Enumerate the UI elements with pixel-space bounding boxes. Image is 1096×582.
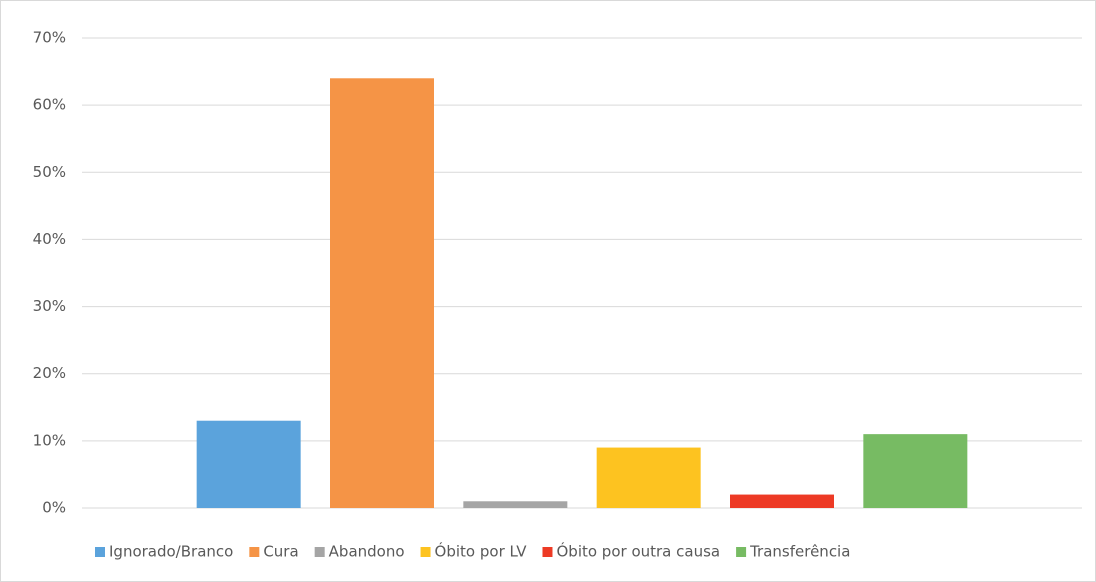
legend-label: Óbito por outra causa	[556, 542, 720, 561]
legend-swatch	[314, 547, 325, 557]
legend-label: Ignorado/Branco	[109, 543, 233, 561]
legend-label: Óbito por LV	[435, 542, 528, 561]
bar	[596, 447, 701, 508]
bar	[196, 420, 301, 508]
bar	[463, 501, 568, 508]
y-tick-label: 70%	[33, 29, 66, 47]
legend-swatch	[542, 547, 553, 557]
y-tick-label: 60%	[33, 96, 66, 114]
y-tick-label: 0%	[42, 499, 66, 517]
bar	[863, 434, 968, 508]
y-tick-label: 30%	[33, 297, 66, 315]
y-tick-label: 50%	[33, 163, 66, 181]
y-tick-label: 40%	[33, 230, 66, 248]
bar	[730, 494, 834, 508]
legend-swatch	[95, 547, 105, 557]
bar	[330, 78, 434, 509]
legend-swatch	[249, 547, 260, 557]
y-tick-label: 20%	[33, 364, 66, 382]
legend-swatch	[736, 547, 747, 557]
legend-swatch	[420, 547, 431, 557]
legend-label: Transferência	[749, 543, 850, 561]
y-tick-label: 10%	[33, 431, 66, 449]
legend-label: Abandono	[329, 543, 405, 561]
legend-label: Cura	[263, 543, 298, 561]
